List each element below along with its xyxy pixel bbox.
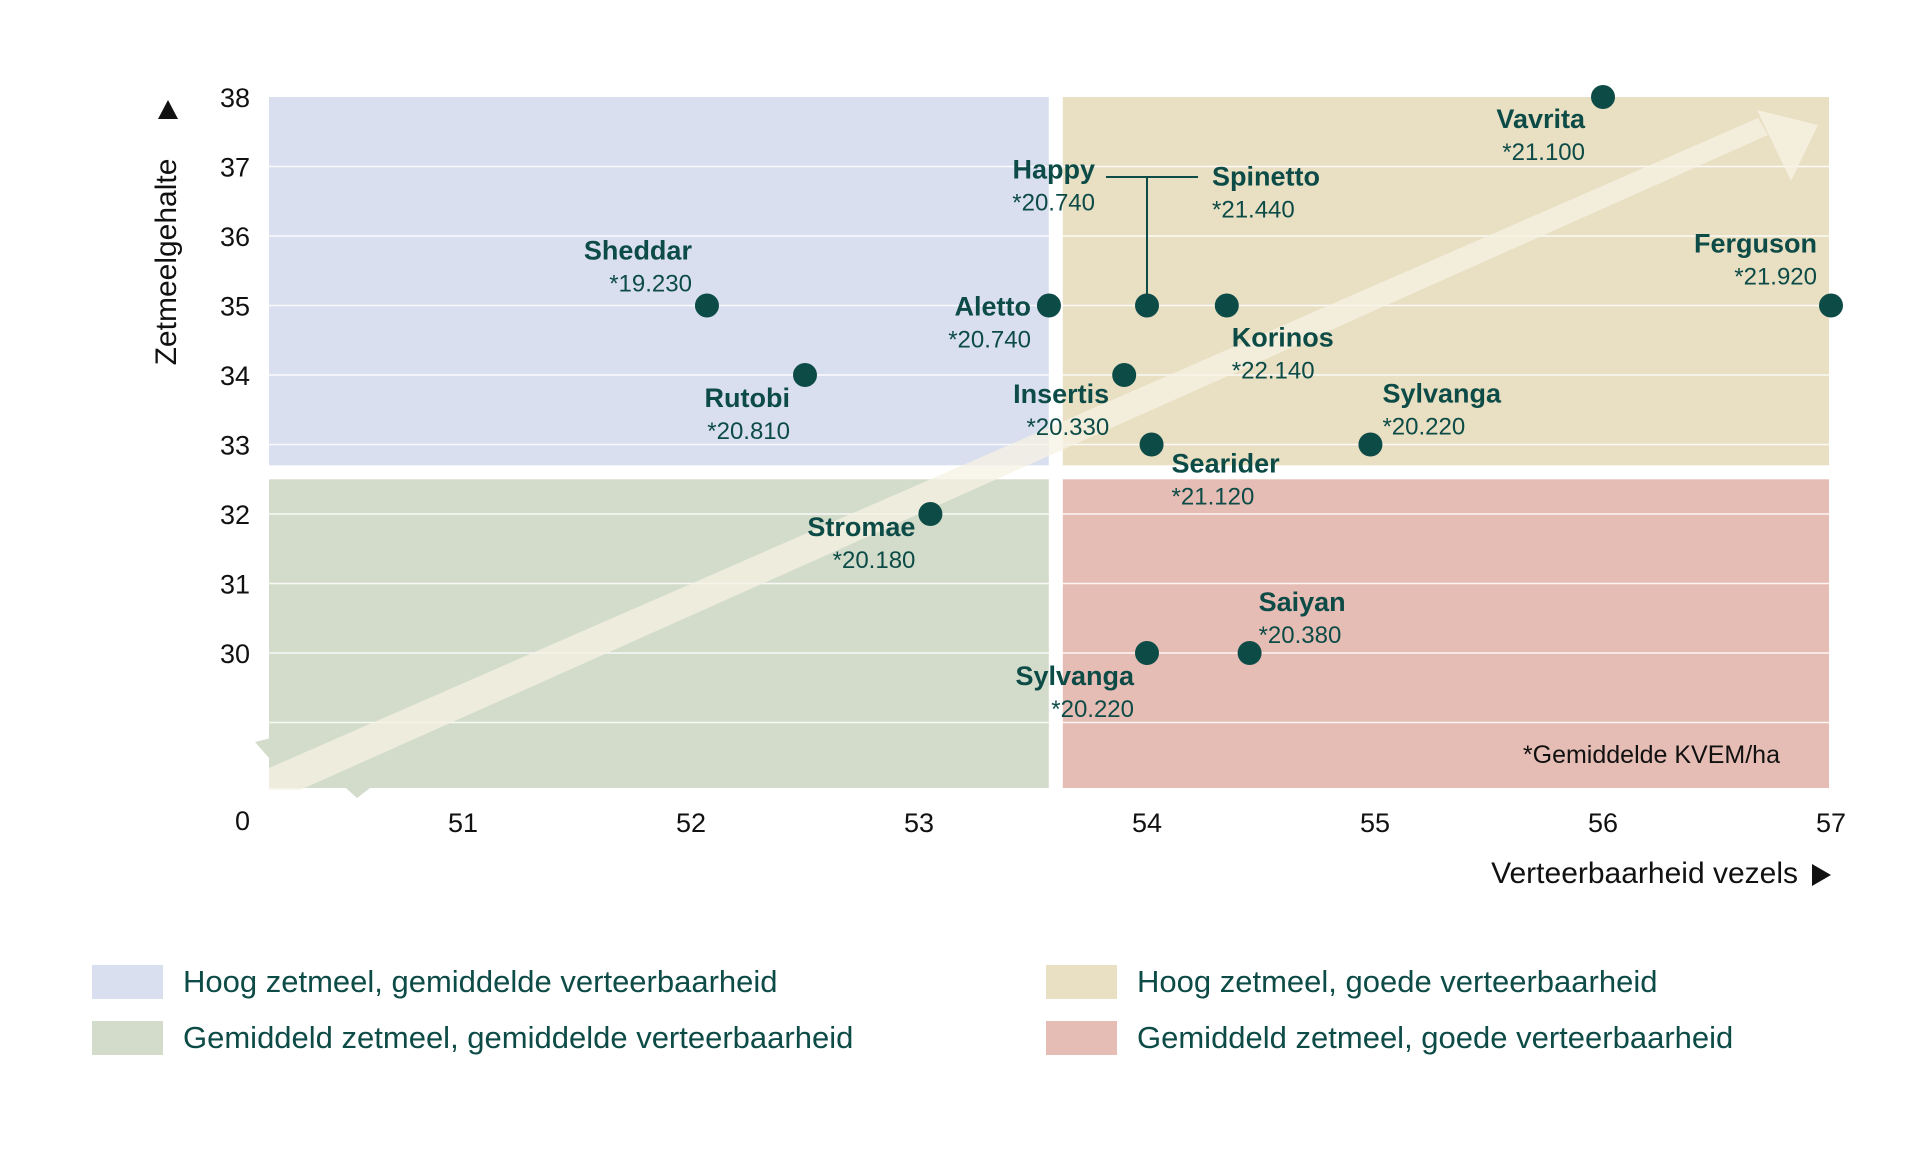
point-name-label: Happy: [1012, 155, 1095, 185]
data-point: [694, 293, 719, 318]
point-name-label: Ferguson: [1694, 229, 1817, 259]
y-tick-label: 38: [220, 83, 250, 113]
legend-item: Gemiddeld zetmeel, goede verteerbaarheid: [1046, 1020, 1733, 1056]
point-value-label: *19.230: [609, 271, 692, 298]
legend-item: Gemiddeld zetmeel, gemiddelde verteerbaa…: [92, 1020, 853, 1056]
point-name-label: Searider: [1172, 449, 1281, 479]
legend-label: Gemiddeld zetmeel, goede verteerbaarheid: [1137, 1020, 1734, 1055]
y-tick-label: 31: [220, 570, 250, 600]
label-connectors: [1106, 176, 1198, 306]
data-points: [694, 85, 1843, 665]
legend-label: Hoog zetmeel, goede verteerbaarheid: [1137, 964, 1658, 999]
legend-label: Hoog zetmeel, gemiddelde verteerbaarheid: [183, 964, 778, 999]
quadrant-bottom-right: [1062, 479, 1829, 788]
x-tick-label: 51: [448, 808, 478, 838]
legend-swatch: [1046, 1021, 1117, 1055]
y-axis-origin-label: 0: [235, 806, 250, 836]
point-value-label: *20.180: [833, 547, 916, 574]
data-point: [1139, 432, 1164, 457]
legend-swatch: [92, 965, 163, 999]
point-name-label: Insertis: [1013, 379, 1109, 409]
data-point: [1112, 363, 1137, 387]
y-axis-ticks: 38 37 36 35 34 33 32 31 30: [220, 83, 250, 669]
data-point: [1358, 432, 1383, 457]
arrow-tail-feather: [255, 735, 283, 758]
legend-label: Gemiddeld zetmeel, gemiddelde verteerbaa…: [183, 1020, 854, 1055]
data-point: [1237, 641, 1262, 665]
legend-swatch: [92, 1021, 163, 1055]
x-axis-ticks: 51 52 53 54 55 56 57: [448, 808, 1846, 838]
y-tick-label: 35: [220, 292, 250, 322]
x-tick-label: 54: [1132, 808, 1162, 838]
x-tick-label: 56: [1588, 808, 1618, 838]
y-axis-title: Zetmeelgehalte: [150, 159, 183, 366]
point-name-label: Sheddar: [584, 236, 693, 266]
y-tick-label: 32: [220, 500, 250, 530]
point-name-label: Spinetto: [1212, 162, 1320, 192]
data-point: [1036, 293, 1061, 318]
point-value-label: *21.920: [1734, 264, 1817, 291]
trend-arrow: [255, 110, 1818, 798]
x-tick-label: 57: [1816, 808, 1846, 838]
up-triangle-icon: [158, 100, 178, 119]
point-value-label: *20.220: [1051, 696, 1134, 723]
quadrant-top-left: [269, 97, 1049, 466]
point-name-label: Sylvanga: [1015, 661, 1135, 691]
y-axis-title-group: Zetmeelgehalte: [150, 100, 183, 365]
y-tick-label: 36: [220, 222, 250, 252]
x-axis-title-group: Verteerbaarheid vezels: [1491, 857, 1831, 890]
point-value-label: *21.440: [1212, 197, 1295, 224]
x-tick-label: 55: [1360, 808, 1390, 838]
point-name-label: Korinos: [1232, 323, 1334, 353]
point-value-label: *21.100: [1502, 139, 1585, 166]
data-point: [1819, 293, 1843, 318]
data-point: [918, 502, 943, 526]
point-value-label: *22.140: [1232, 358, 1315, 385]
point-value-label: *20.740: [948, 327, 1031, 354]
point-name-label: Stromae: [807, 512, 915, 542]
x-tick-label: 53: [904, 808, 934, 838]
point-name-label: Saiyan: [1259, 587, 1346, 617]
data-point: [1135, 293, 1159, 318]
y-tick-label: 34: [220, 361, 250, 391]
point-name-label: Vavrita: [1496, 104, 1586, 134]
legend-swatch: [1046, 965, 1117, 999]
y-tick-label: 33: [220, 431, 250, 461]
legend-item: Hoog zetmeel, goede verteerbaarheid: [1046, 964, 1657, 1000]
data-point: [1135, 641, 1159, 665]
x-axis-title: Verteerbaarheid vezels: [1491, 857, 1798, 890]
right-triangle-icon: [1812, 864, 1831, 886]
legend-item: Hoog zetmeel, gemiddelde verteerbaarheid: [92, 964, 778, 1000]
arrow-shaft: [269, 118, 1768, 790]
point-value-label: *20.330: [1026, 414, 1109, 441]
data-point: [793, 363, 817, 387]
footnote: *Gemiddelde KVEM/ha: [1523, 741, 1780, 769]
data-point: [1214, 293, 1239, 318]
data-labels: Sheddar *19.230 Rutobi *20.810 Stromae *20.18…: [584, 104, 1817, 723]
point-value-label: *21.120: [1172, 484, 1255, 511]
point-value-label: *20.380: [1259, 622, 1342, 649]
point-name-label: Rutobi: [705, 383, 790, 413]
point-name-label: Sylvanga: [1382, 379, 1502, 409]
point-name-label: Aletto: [954, 292, 1031, 322]
y-tick-label: 37: [220, 153, 250, 183]
x-tick-label: 52: [676, 808, 706, 838]
arrow-head: [1757, 110, 1818, 181]
data-point: [1591, 85, 1615, 109]
point-value-label: *20.740: [1012, 190, 1095, 217]
y-tick-label: 30: [220, 639, 250, 669]
point-value-label: *20.220: [1382, 414, 1465, 441]
point-value-label: *20.810: [707, 418, 790, 445]
arrow-tail-feather: [346, 788, 370, 798]
